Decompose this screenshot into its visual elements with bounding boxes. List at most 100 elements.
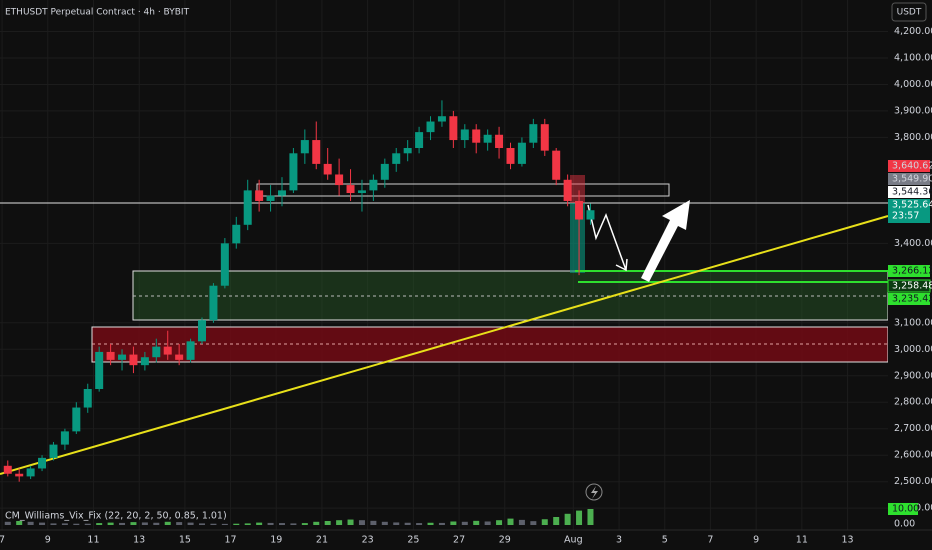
rectangle-zone: [256, 183, 670, 197]
y-tick-label: 2,600.00: [894, 450, 932, 461]
price-tag: 3,640.62: [892, 161, 932, 172]
x-tick-label: 11: [796, 535, 808, 546]
indicator-bar: [427, 522, 434, 525]
candle-body: [277, 190, 286, 196]
y-tick-label: 2,500.00: [894, 476, 932, 487]
candle-body: [83, 389, 92, 408]
indicator-bar: [16, 521, 23, 525]
price-tag-bg: [888, 265, 930, 277]
indicator-bar: [450, 521, 457, 525]
candle-body: [575, 200, 584, 220]
indicator-bar: [278, 523, 285, 525]
candle-body: [586, 210, 595, 220]
candle-body: [517, 142, 526, 164]
x-tick-label: 17: [225, 535, 237, 546]
candle-body: [392, 153, 401, 164]
candle-body: [106, 351, 115, 360]
y-axis: 4,200.00 4,100.00 4,000.00 3,900.00 3,800.00…: [894, 26, 932, 514]
price-tag-bg: [888, 173, 930, 185]
price-tag-bg: [888, 293, 930, 305]
candle-body: [186, 341, 195, 360]
indicator-bar: [530, 521, 537, 525]
indicator-bar: [496, 520, 503, 525]
x-tick-label: 7: [0, 535, 5, 546]
candle-body: [209, 285, 218, 321]
currency-box[interactable]: [891, 2, 927, 22]
x-tick-label: 25: [407, 535, 419, 546]
price-tag: 3,525.64: [892, 200, 932, 211]
indicator-bar: [256, 522, 263, 525]
indicator-bar: [199, 523, 206, 525]
candle-body: [255, 190, 264, 201]
y-tick-label: 2,800.00: [894, 397, 932, 408]
candle-body: [483, 134, 492, 143]
candle-body: [495, 134, 504, 149]
indicator-bar: [119, 522, 126, 525]
indicator-bar: [176, 522, 183, 525]
indicator-bar: [518, 519, 525, 525]
x-tick-label: 7: [707, 535, 713, 546]
candle-body: [232, 224, 241, 244]
candle-body: [552, 150, 561, 180]
indicator-bar: [164, 521, 171, 525]
indicator-bar: [39, 522, 46, 525]
x-tick-label: 3: [616, 535, 622, 546]
indicator-bar: [564, 513, 571, 525]
candle-body: [38, 457, 47, 469]
candle-body: [129, 354, 138, 366]
price-tags: 3,640.62 3,549.90 3,544.36 3,525.64 23:5…: [887, 160, 932, 530]
price-tag: 3,266.12: [892, 266, 932, 277]
x-tick-label: 13: [842, 535, 854, 546]
indicator-bar: [461, 521, 468, 525]
indicator-bar: [370, 520, 377, 525]
indicator-bar: [233, 523, 240, 525]
indicator-bar: [484, 521, 491, 525]
x-tick-label: 29: [499, 535, 511, 546]
candle-body: [369, 179, 378, 191]
chart-title: ETHUSDT Perpetual Contract · 4h · BYBIT: [5, 8, 190, 18]
x-tick-label: Aug: [564, 535, 583, 546]
indicator-bar: [27, 521, 34, 525]
price-tag-bg: [888, 160, 930, 172]
x-tick-label: 27: [453, 535, 465, 546]
candle-body: [449, 116, 458, 141]
indicator-bar: [187, 522, 194, 525]
x-tick-label: 9: [45, 535, 51, 546]
candle-body: [437, 116, 446, 122]
candle-body: [72, 407, 81, 432]
indicator-tick: 10.00: [892, 504, 919, 515]
candle-body: [403, 148, 412, 154]
x-tick-label: 15: [179, 535, 191, 546]
position-stop: [570, 175, 585, 203]
position-target: [570, 203, 585, 273]
candle-body: [312, 140, 321, 164]
x-axis: 7 9 11 13 15 17 19 21 23 25 27 29 Aug 3 5 7 9 11 13: [0, 535, 854, 546]
indicator-bar: [416, 523, 423, 525]
candle-body: [175, 354, 184, 360]
y-tick-label: 4,000.00: [894, 79, 932, 90]
x-tick-label: 5: [662, 535, 668, 546]
indicator-bar: [141, 522, 148, 525]
indicator-bar: [153, 522, 160, 525]
candle-body: [415, 132, 424, 149]
price-tag-bg: [888, 186, 930, 198]
indicator-bar: [107, 522, 114, 525]
indicator: [4, 509, 594, 525]
candle-body: [163, 346, 172, 355]
indicator-bar: [336, 520, 343, 525]
indicator-bar: [50, 523, 57, 525]
indicator-bar: [576, 510, 583, 525]
candle-body: [152, 346, 161, 358]
path-arrow: [587, 204, 627, 271]
candle-body: [266, 195, 275, 201]
big-arrow: [641, 200, 690, 282]
x-tick-label: 9: [753, 535, 759, 546]
indicator-tick: 0.00: [894, 519, 915, 530]
candle-body: [426, 121, 435, 133]
indicator-bar: [96, 523, 103, 525]
x-tick-label: 13: [133, 535, 145, 546]
candle-body: [460, 129, 469, 141]
candle-body: [15, 473, 24, 477]
alert-bolt: [591, 486, 598, 499]
